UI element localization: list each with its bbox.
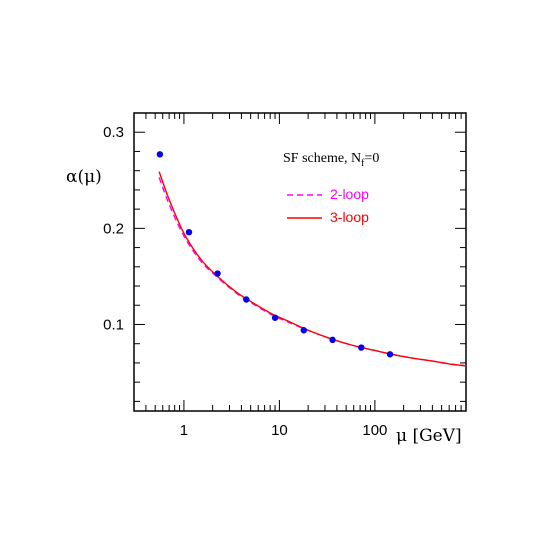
legend-label-3-loop: 3-loop (330, 209, 369, 225)
scheme-annotation: SF scheme, Nf=0 (283, 151, 379, 169)
y-tick-label: 0.3 (103, 124, 124, 141)
data-point (214, 270, 221, 277)
legend: 2-loop 3-loop (287, 186, 369, 225)
series-line-2-loop (158, 177, 467, 367)
legend-label-2-loop: 2-loop (330, 186, 369, 202)
y-tick-label: 0.2 (103, 220, 124, 237)
plot-frame (133, 112, 467, 412)
y-tick-label: 0.1 (103, 316, 124, 333)
data-point (329, 336, 336, 344)
series-layer (158, 171, 467, 367)
data-point (271, 314, 279, 321)
data-point (156, 151, 164, 158)
annotation-suffix: =0 (365, 151, 380, 166)
ticks (133, 112, 467, 411)
x-tick-label: 10 (271, 422, 288, 439)
data-point (300, 327, 307, 334)
series-line-3-loop (158, 171, 467, 367)
y-axis-title: α(μ) (66, 167, 102, 187)
annotation-subscript: f (361, 158, 365, 169)
data-points (156, 151, 394, 358)
x-tick-label: 1 (180, 422, 188, 439)
data-point (386, 351, 394, 358)
annotation-main: SF scheme, N (283, 151, 361, 166)
x-tick-label: 100 (362, 422, 387, 439)
data-point (358, 344, 365, 351)
tick-labels: 1 10 100 0.1 0.2 0.3 (103, 124, 387, 439)
x-axis-title: μ [GeV] (396, 426, 462, 446)
data-point (243, 296, 250, 303)
data-point (185, 229, 193, 236)
